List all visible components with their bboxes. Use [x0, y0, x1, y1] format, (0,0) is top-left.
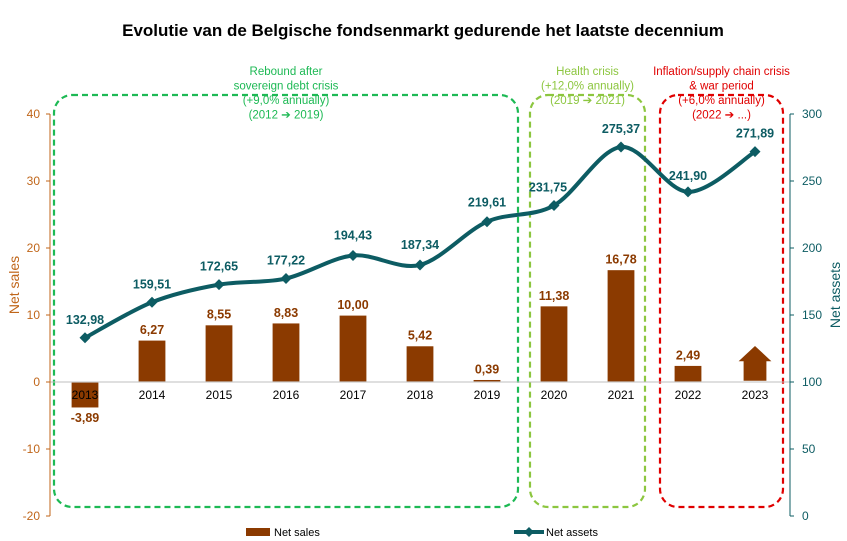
- net-sales-data-label: 16,78: [605, 253, 636, 267]
- net-assets-data-label: 271,89: [736, 127, 774, 141]
- right-axis-title: Net assets: [827, 262, 843, 328]
- left-axis-tick-label: 10: [27, 308, 41, 322]
- net-sales-bar: [70, 381, 100, 409]
- legend-swatch-net-sales: [246, 528, 270, 536]
- annotation-box-3: [658, 93, 785, 509]
- net-sales-data-label: -3,89: [71, 411, 100, 425]
- net-assets-point: [749, 146, 761, 158]
- left-axis-tick-label: 20: [27, 241, 41, 255]
- annotation-text-3: (2022 ➔ ...): [692, 110, 751, 122]
- left-axis-tick-label: -10: [23, 442, 41, 456]
- net-assets-data-label: 177,22: [267, 254, 305, 268]
- net-sales-bar: [405, 345, 435, 383]
- net-assets-data-label: 231,75: [529, 180, 567, 194]
- annotation-text-2: Health crisis: [556, 66, 619, 78]
- net-sales-bar: [539, 305, 569, 383]
- annotation-text-1: (2012 ➔ 2019): [249, 110, 324, 122]
- net-sales-bar: [606, 268, 636, 383]
- legend: Net sales Net assets: [246, 527, 598, 539]
- net-assets-point: [548, 199, 560, 211]
- net-assets-point: [682, 186, 694, 198]
- net-assets-point: [79, 332, 91, 344]
- x-axis-tick-label: 2022: [675, 388, 702, 402]
- right-axis-tick-label: 250: [802, 174, 822, 188]
- net-assets-data-label: 194,43: [334, 228, 372, 242]
- right-axis-tick-label: 200: [802, 241, 822, 255]
- right-axis-tick-label: 100: [802, 375, 822, 389]
- net-assets-data-label: 241,90: [669, 169, 707, 183]
- net-assets-point: [615, 141, 627, 153]
- net-sales-data-label: 6,27: [140, 323, 164, 337]
- net-sales-data-label: 10,00: [337, 298, 368, 312]
- left-axis-tick-label: 0: [33, 375, 40, 389]
- annotations: Rebound after sovereign debt crisis (+9,0%…: [52, 66, 790, 509]
- net-sales-data-label: 8,55: [207, 308, 231, 322]
- net-assets-point: [481, 216, 493, 228]
- annotation-text-3: & war period: [689, 81, 754, 93]
- net-sales-bar: [204, 324, 234, 383]
- net-sales-bar: [673, 364, 703, 383]
- x-axis-tick-label: 2023: [742, 388, 769, 402]
- annotation-text-1: (+9,0% annually): [243, 95, 330, 107]
- axes: -20 -10 0 10 20 30 40 Net sales 0 50 100 150 200 250 3…: [6, 107, 843, 523]
- x-axis-tick-label: 2016: [273, 388, 300, 402]
- net-assets-point: [280, 273, 292, 285]
- net-sales-data-label: 8,83: [274, 306, 298, 320]
- legend-label-net-sales: Net sales: [274, 527, 320, 539]
- net-assets-data-label: 275,37: [602, 122, 640, 136]
- x-axis-tick-label: 2014: [139, 388, 166, 402]
- left-axis-title: Net sales: [6, 256, 22, 314]
- left-axis-tick-label: 40: [27, 107, 41, 121]
- net-sales-bar: [271, 322, 301, 383]
- annotation-text-2: (2019 ➔ 2021): [550, 95, 625, 107]
- right-axis-tick-label: 150: [802, 308, 822, 322]
- net-assets-data-label: 159,51: [133, 277, 171, 291]
- net-assets-point: [146, 296, 158, 308]
- net-assets-data-label: 219,61: [468, 196, 506, 210]
- x-axis-tick-label: 2018: [407, 388, 434, 402]
- net-assets-series-line: [83, 145, 757, 340]
- x-axis-tick-label: 2021: [608, 388, 635, 402]
- x-axis-tick-label: 2020: [541, 388, 568, 402]
- net-assets-point: [347, 249, 359, 261]
- net-assets-data-label: 187,34: [401, 238, 439, 252]
- x-axis-tick-label: 2015: [206, 388, 233, 402]
- net-assets-point: [414, 259, 426, 271]
- right-axis-tick-label: 300: [802, 107, 822, 121]
- annotation-box-1: [52, 93, 520, 509]
- net-sales-bar: [137, 339, 167, 383]
- right-axis-tick-label: 50: [802, 442, 816, 456]
- net-sales-data-label: 5,42: [408, 329, 432, 343]
- net-assets-line: 132,98 159,51 172,65 177,22 194,43 187,34 219,…: [66, 122, 774, 344]
- left-axis-tick-label: 30: [27, 174, 41, 188]
- net-sales-data-label: 0,39: [475, 362, 499, 376]
- up-arrow-icon: [735, 344, 775, 382]
- net-assets-data-label: 172,65: [200, 260, 238, 274]
- annotation-text-2: (+12,0% annually): [541, 81, 634, 93]
- annotation-text-1: sovereign debt crisis: [234, 81, 339, 93]
- net-sales-bar: [338, 314, 368, 383]
- net-sales-data-label: 11,38: [539, 289, 570, 303]
- net-assets-point: [213, 279, 225, 291]
- legend-label-net-assets: Net assets: [546, 527, 598, 539]
- legend-marker-net-assets: [524, 527, 534, 537]
- x-axis-tick-label: 2013: [72, 388, 99, 402]
- x-axis-tick-label: 2019: [474, 388, 501, 402]
- annotation-text-1: Rebound after: [250, 66, 323, 78]
- annotation-text-3: (+6,0% annually): [678, 95, 765, 107]
- left-axis-tick-label: -20: [23, 509, 41, 523]
- x-axis-tick-label: 2017: [340, 388, 367, 402]
- right-axis-tick-label: 0: [802, 509, 809, 523]
- annotation-box-2: [528, 93, 647, 509]
- net-sales-data-label: 2,49: [676, 348, 700, 362]
- chart-title: Evolutie van de Belgische fondsenmarkt g…: [122, 21, 724, 40]
- net-sales-bars: -3,89 6,27 8,55 8,83 10,00 5,42 0,39 11,38 16,78…: [70, 253, 775, 425]
- annotation-text-3: Inflation/supply chain crisis: [653, 66, 790, 78]
- net-assets-data-label: 132,98: [66, 313, 104, 327]
